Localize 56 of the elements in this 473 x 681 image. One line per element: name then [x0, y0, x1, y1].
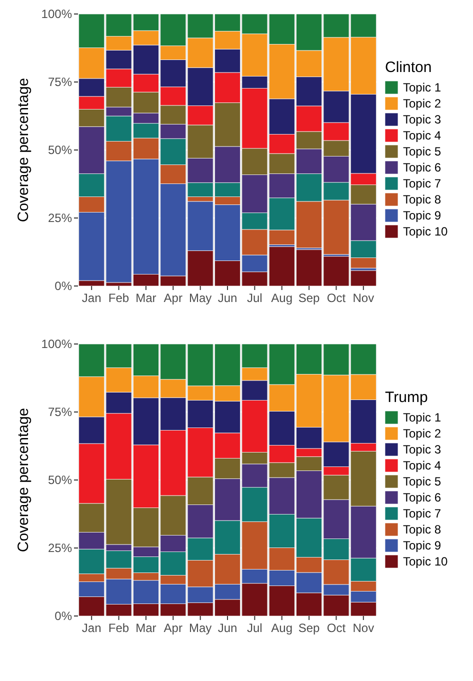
legend-label: Topic 10 [403, 554, 448, 569]
x-tick-label: Jun [218, 621, 238, 635]
legend-label: Topic 8 [403, 192, 442, 207]
y-tick-label: 50% [48, 143, 72, 158]
x-tick-label: Jan [82, 291, 102, 305]
x-tick-label: May [188, 621, 212, 635]
x-tick-label: Sep [298, 621, 320, 635]
legend-label: Topic 9 [403, 538, 442, 553]
y-tick-label: 50% [48, 473, 72, 488]
x-tick-label: Jul [247, 291, 262, 305]
x-tick-label: Feb [108, 291, 130, 305]
legend-label: Topic 2 [403, 96, 442, 111]
legend-label: Topic 5 [403, 474, 442, 489]
x-tick-label: Jul [247, 621, 262, 635]
y-tick-label: 100% [41, 337, 72, 352]
x-tick-label: Aug [271, 291, 293, 305]
y-tick-label: 25% [48, 211, 72, 226]
legend-label: Topic 9 [403, 208, 442, 223]
y-tick-label: 0% [54, 609, 72, 624]
legend-label: Topic 6 [403, 490, 442, 505]
x-tick-label: Sep [298, 291, 320, 305]
legend-label: Topic 6 [403, 160, 442, 175]
legend-label: Topic 10 [403, 224, 448, 239]
legend-label: Topic 4 [403, 128, 442, 143]
legend-label: Topic 2 [403, 426, 442, 441]
y-tick-label: 100% [41, 7, 72, 22]
y-tick-label: 25% [48, 541, 72, 556]
legend-title: Trump [385, 389, 428, 406]
x-tick-label: Oct [326, 291, 346, 305]
legend-title: Clinton [385, 59, 432, 76]
x-tick-label: Mar [136, 291, 156, 305]
legend-label: Topic 7 [403, 176, 442, 191]
y-axis-title: Coverage percentage [15, 408, 32, 552]
y-tick-label: 75% [48, 75, 72, 90]
y-tick-label: 75% [48, 405, 72, 420]
x-tick-label: Aug [271, 621, 293, 635]
x-tick-label: May [188, 291, 212, 305]
x-tick-label: Jan [82, 621, 102, 635]
x-tick-label: Oct [326, 621, 346, 635]
x-tick-label: Apr [164, 291, 182, 305]
legend-label: Topic 1 [403, 410, 442, 425]
y-tick-label: 0% [54, 279, 72, 294]
x-tick-label: Nov [352, 291, 374, 305]
legend-label: Topic 5 [403, 144, 442, 159]
legend-label: Topic 3 [403, 442, 442, 457]
legend-label: Topic 4 [403, 458, 442, 473]
x-tick-label: Nov [352, 621, 374, 635]
x-tick-label: Jun [218, 291, 238, 305]
y-axis-title: Coverage percentage [15, 78, 32, 222]
x-tick-label: Mar [136, 621, 156, 635]
legend-label: Topic 7 [403, 506, 442, 521]
x-tick-label: Feb [108, 621, 130, 635]
legend-label: Topic 8 [403, 522, 442, 537]
legend-label: Topic 3 [403, 112, 442, 127]
x-tick-label: Apr [164, 621, 182, 635]
legend-label: Topic 1 [403, 80, 442, 95]
